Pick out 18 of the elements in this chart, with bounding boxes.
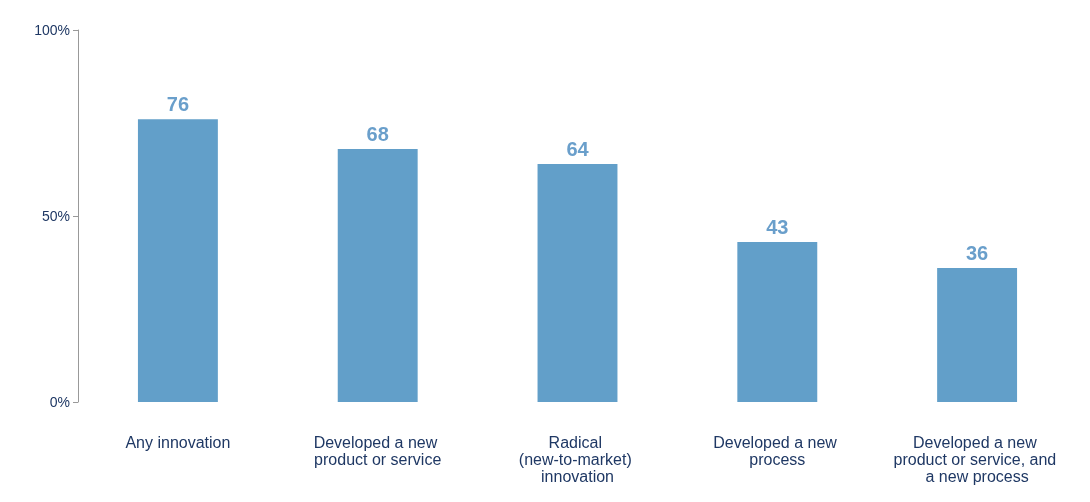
- y-tick-label: 100%: [34, 22, 70, 38]
- bar: [737, 242, 818, 402]
- y-tick-label: 50%: [41, 208, 70, 224]
- data-label: 36: [965, 242, 989, 265]
- x-tick-label: Developed a new product or service, and a new process: [893, 434, 1061, 485]
- bar: [337, 149, 418, 402]
- x-tick-label: Any innovation: [125, 434, 231, 451]
- x-tick-label: Radical (new-to-market) innovation: [518, 434, 637, 485]
- bar: [937, 268, 1018, 402]
- data-label: 43: [766, 216, 789, 239]
- data-label: 68: [366, 123, 389, 146]
- data-label: 64: [566, 137, 590, 160]
- bar: [137, 119, 218, 402]
- data-label: 76: [166, 93, 190, 116]
- y-tick-label: 0%: [49, 394, 70, 410]
- bar: [537, 163, 618, 402]
- x-tick-label: Developed a new process: [713, 434, 842, 468]
- x-tick-label: Developed a new product or service: [313, 434, 442, 468]
